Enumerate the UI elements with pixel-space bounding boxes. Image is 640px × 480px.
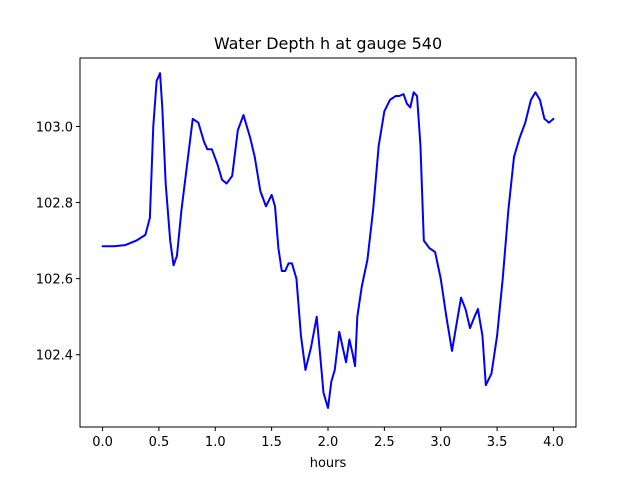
- x-tick-label: 4.0: [543, 435, 564, 450]
- x-tick-label: 2.5: [374, 435, 395, 450]
- x-tick-label: 1.0: [205, 435, 226, 450]
- y-tick-label: 102.4: [36, 349, 73, 364]
- plot-area: [101, 72, 555, 409]
- y-axis-ticks: 102.4 102.6 102.8 103.0: [36, 120, 80, 364]
- x-axis-label: hours: [310, 456, 347, 471]
- x-tick-label: 3.5: [487, 435, 508, 450]
- series-line: [101, 72, 555, 409]
- x-tick-label: 1.5: [261, 435, 282, 450]
- x-tick-label: 0.5: [149, 435, 170, 450]
- x-tick-label: 0.0: [92, 435, 113, 450]
- chart-title: Water Depth h at gauge 540: [214, 34, 442, 53]
- x-tick-label: 2.0: [318, 435, 339, 450]
- x-tick-label: 3.0: [430, 435, 451, 450]
- y-tick-label: 102.6: [36, 273, 73, 288]
- y-tick-label: 103.0: [36, 120, 73, 135]
- y-tick-label: 102.8: [36, 197, 73, 212]
- x-axis-ticks: 0.0 0.5 1.0 1.5 2.0 2.5 3.0 3.5 4.0: [92, 427, 564, 450]
